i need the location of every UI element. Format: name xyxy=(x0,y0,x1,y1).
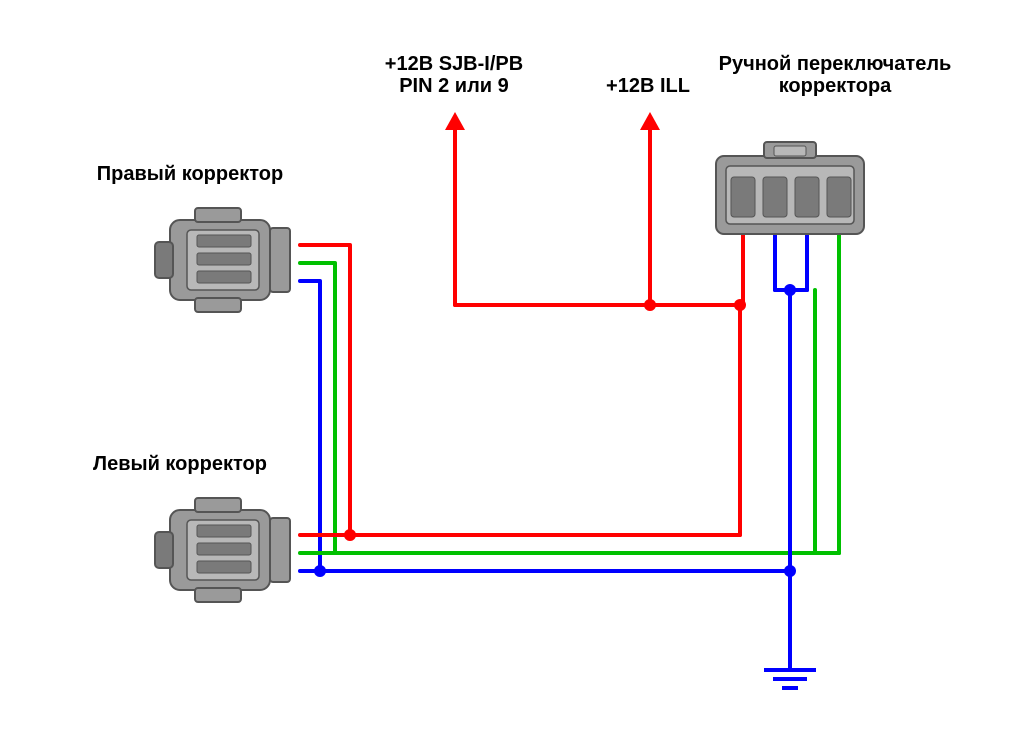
arrow-head xyxy=(445,112,465,130)
wiring-diagram: +12B SJB-I/PBPIN 2 или 9 +12B ILL Ручной п… xyxy=(0,0,1031,742)
left-corrector-connector xyxy=(155,498,290,602)
label: +12B ILL xyxy=(606,75,690,97)
junction-dot xyxy=(784,565,796,577)
junction-dot xyxy=(314,565,326,577)
arrow-head xyxy=(640,112,660,130)
wire xyxy=(300,245,350,535)
right-corrector-connector xyxy=(155,208,290,312)
label: PIN 2 или 9 xyxy=(399,75,509,97)
label: +12B SJB-I/PB xyxy=(385,53,523,75)
wire xyxy=(300,263,335,553)
label: Левый корректор xyxy=(93,453,267,475)
label: корректора xyxy=(779,75,892,97)
label: Ручной переключатель xyxy=(719,53,952,75)
junction-dot xyxy=(734,299,746,311)
junction-dot xyxy=(344,529,356,541)
label: Правый корректор xyxy=(97,163,283,185)
wire xyxy=(300,281,320,571)
switch-connector xyxy=(716,142,864,234)
junction-dot xyxy=(644,299,656,311)
junction-dot xyxy=(784,284,796,296)
